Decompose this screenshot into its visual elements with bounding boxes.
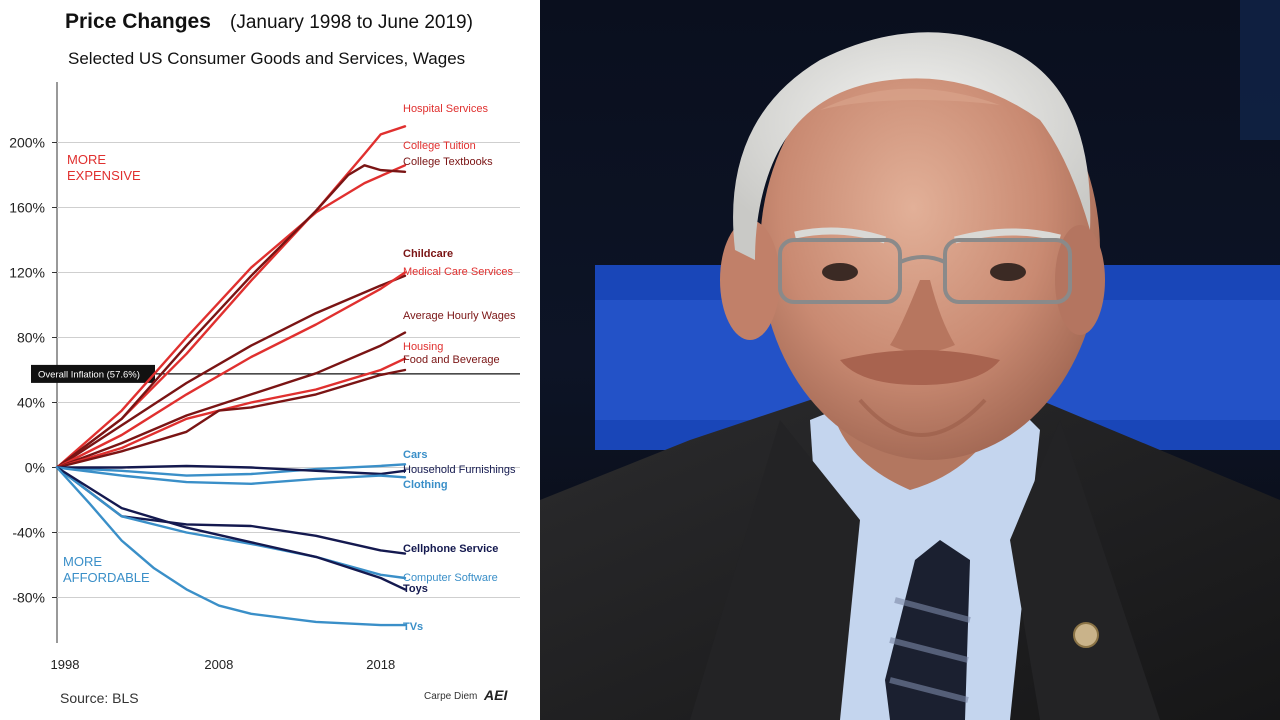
y-tick-label: 0% [25,460,45,476]
series-label: Average Hourly Wages [403,310,516,322]
more-expensive-label-2: EXPENSIVE [67,168,141,183]
series-line [55,164,407,469]
series-label: Clothing [403,479,448,491]
series-label: Household Furnishings [403,464,516,476]
overall-inflation-label: Overall Inflation (57.6%) [38,369,140,380]
x-tick-label: 1998 [51,657,80,672]
more-affordable-label-2: AFFORDABLE [63,570,150,585]
hair [733,32,1091,260]
aei-logo: AEI [483,687,508,703]
y-tick-label: 200% [9,135,45,151]
more-expensive-label-1: MORE [67,152,106,167]
x-axis-labels: 1998 2008 2018 [51,657,396,672]
overall-inflation-marker: Overall Inflation (57.6%) [31,364,520,383]
series-line [55,368,407,469]
price-changes-chart: Price Changes (January 1998 to June 2019… [9,10,520,706]
y-tick-label: 160% [9,200,45,216]
chart-title: Price Changes [65,10,211,33]
portrait-illustration [540,0,1280,720]
series-label: TVs [403,621,423,633]
glasses-bridge [899,255,946,264]
y-tick-label: 120% [9,265,45,281]
x-tick-label: 2018 [366,657,395,672]
series-line [55,274,407,469]
series-label: Cars [403,449,427,461]
left-eyebrow [794,227,887,244]
series-label: Computer Software [403,572,498,584]
chart-panel: Price Changes (January 1998 to June 2019… [0,0,540,720]
nose [890,280,955,353]
series-label: Hospital Services [403,103,488,115]
right-eyebrow [954,228,1061,244]
x-tick-label: 2008 [204,657,233,672]
right-ear [1055,225,1105,335]
series-label: Childcare [403,248,453,260]
y-tick-label: -40% [12,525,45,541]
face [760,40,1100,460]
pursed-lips [840,350,1000,385]
series-label: College Tuition [403,140,476,152]
y-tick-label: 80% [17,330,45,346]
series-line [55,466,407,627]
lapel-pin [1073,622,1099,648]
series-line [55,466,407,580]
series-labels: Hospital Services College Tuition College … [403,103,516,633]
series-line [55,331,407,469]
more-affordable-label-1: MORE [63,554,102,569]
series-line [55,464,407,476]
y-tick-label: -80% [12,590,45,606]
series-line [55,164,407,469]
glasses-right-lens [943,238,1072,304]
series-label: Housing [403,341,443,353]
series-line [55,357,407,469]
series-label: College Textbooks [403,156,493,168]
overall-inflation-box [31,364,155,383]
series-line [55,463,407,477]
left-eye [822,263,858,281]
source-label: Source: BLS [60,690,139,706]
right-lapel [1010,420,1160,720]
necktie [885,540,970,720]
series-label: Medical Care Services [403,266,514,278]
right-eye [990,263,1026,281]
series-lines [55,125,407,627]
left-lapel [690,420,860,720]
series-label: Food and Beverage [403,354,500,366]
chart-subtitle: Selected US Consumer Goods and Services,… [68,49,465,68]
series-label: Cellphone Service [403,543,498,555]
series-line [55,466,407,591]
glasses-left-lens [778,238,902,304]
credit-label: Carpe Diem [424,691,477,702]
chart-title-period: (January 1998 to June 2019) [230,12,473,33]
y-axis-labels: 200% 160% 120% 80% 40% 0% -40% -80% [9,135,45,606]
y-tick-label: 40% [17,395,45,411]
portrait-photo [540,0,1280,720]
chin-crease [858,398,987,437]
series-line [55,466,407,485]
series-label: Toys [403,583,428,595]
series-line [55,271,407,469]
